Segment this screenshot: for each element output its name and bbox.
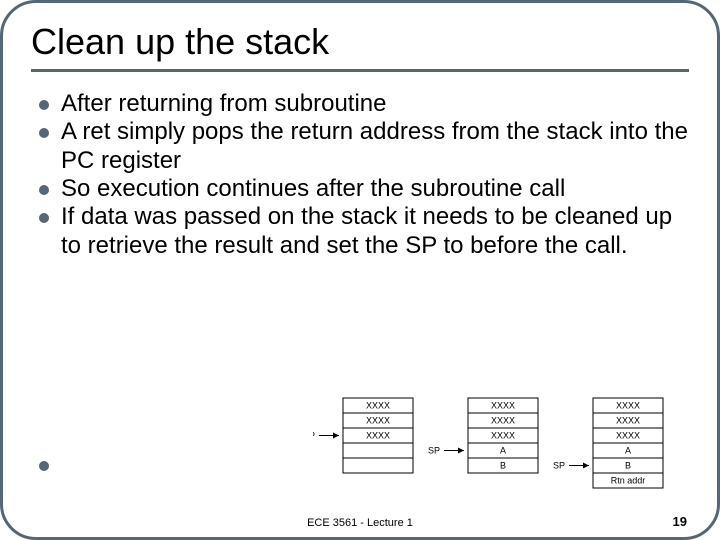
bullet-text: After returning from subroutine: [61, 90, 387, 117]
title-rule: [31, 69, 689, 72]
bullet-item: If data was passed on the stack it needs…: [39, 203, 689, 260]
stack-diagram-svg: XXXXXXXXXXXXSPXXXXXXXXXXXXABSPXXXXXXXXXX…: [313, 394, 667, 492]
svg-text:XXXX: XXXX: [616, 431, 640, 441]
bullet-dot-icon: [39, 185, 49, 195]
bullet-item: So execution continues after the subrout…: [39, 175, 689, 203]
bullet-dot-icon: [39, 128, 49, 138]
bullet-dot-icon: [39, 100, 49, 110]
bullet-dot-icon: [39, 213, 49, 223]
svg-text:Rtn addr: Rtn addr: [611, 476, 646, 486]
svg-text:XXXX: XXXX: [491, 431, 515, 441]
svg-text:XXXX: XXXX: [616, 416, 640, 426]
footer: ECE 3561 - Lecture 1: [3, 517, 717, 529]
stack-diagram: XXXXXXXXXXXXSPXXXXXXXXXXXXABSPXXXXXXXXXX…: [313, 394, 667, 497]
bullet-item: A ret simply pops the return address fro…: [39, 118, 689, 175]
svg-text:A: A: [625, 446, 631, 456]
svg-text:SP: SP: [428, 446, 440, 456]
svg-text:XXXX: XXXX: [491, 401, 515, 411]
footer-text: ECE 3561 - Lecture 1: [307, 517, 413, 529]
svg-text:B: B: [500, 461, 506, 471]
svg-text:XXXX: XXXX: [366, 401, 390, 411]
svg-text:XXXX: XXXX: [616, 401, 640, 411]
bullet-item: After returning from subroutine: [39, 90, 689, 118]
bullet-list: After returning from subroutine A ret si…: [31, 90, 689, 260]
bullet-text: A ret simply pops the return address fro…: [61, 118, 688, 173]
bullet-text: If data was passed on the stack it needs…: [61, 203, 672, 258]
page-number: 19: [673, 514, 687, 529]
svg-text:A: A: [500, 446, 506, 456]
svg-text:XXXX: XXXX: [491, 416, 515, 426]
bullet-dot-icon: [39, 461, 49, 471]
svg-text:B: B: [625, 461, 631, 471]
slide-title: Clean up the stack: [31, 21, 689, 63]
svg-text:SP: SP: [553, 461, 565, 471]
svg-text:XXXX: XXXX: [366, 416, 390, 426]
svg-text:XXXX: XXXX: [366, 431, 390, 441]
svg-text:SP: SP: [313, 431, 315, 441]
bullet-text: So execution continues after the subrout…: [61, 175, 565, 202]
slide-frame: Clean up the stack After returning from …: [0, 0, 720, 540]
